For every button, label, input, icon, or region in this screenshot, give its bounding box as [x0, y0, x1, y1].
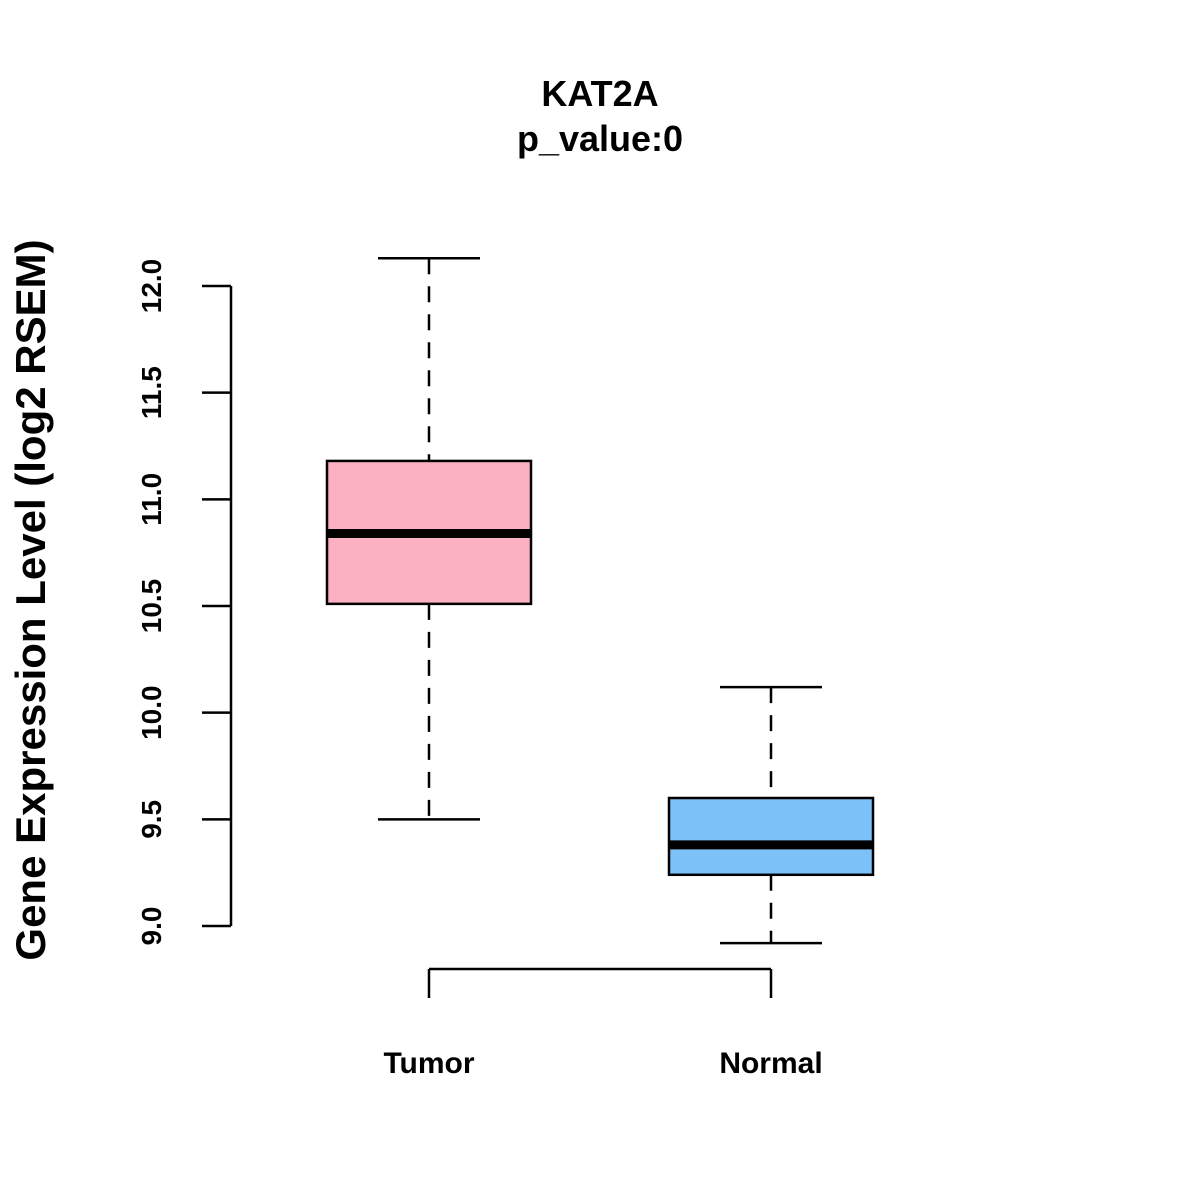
y-axis-label: Gene Expression Level (log2 RSEM): [7, 239, 54, 960]
y-tick-label: 9.5: [136, 800, 167, 839]
chart-subtitle: p_value:0: [517, 118, 683, 159]
y-tick-label: 10.0: [136, 685, 167, 740]
box-body: [667, 796, 875, 877]
chart-title: KAT2A: [541, 73, 658, 114]
x-axis: Tumor Normal: [383, 967, 823, 1080]
y-tick-label: 11.5: [136, 366, 167, 419]
x-tick-label: Normal: [719, 1047, 822, 1080]
y-axis: 9.0 9.5 10.0 10.5 11.0 11.5 12.0: [136, 259, 233, 946]
y-tick-label: 11.0: [136, 473, 167, 526]
y-tick-label: 9.0: [136, 907, 167, 946]
box-normal: [667, 685, 875, 945]
x-tick-label: Tumor: [383, 1047, 474, 1080]
y-tick-label: 10.5: [136, 579, 167, 634]
boxes-group: [325, 257, 875, 945]
y-tick-label: 12.0: [136, 259, 167, 314]
box-tumor: [325, 257, 533, 821]
